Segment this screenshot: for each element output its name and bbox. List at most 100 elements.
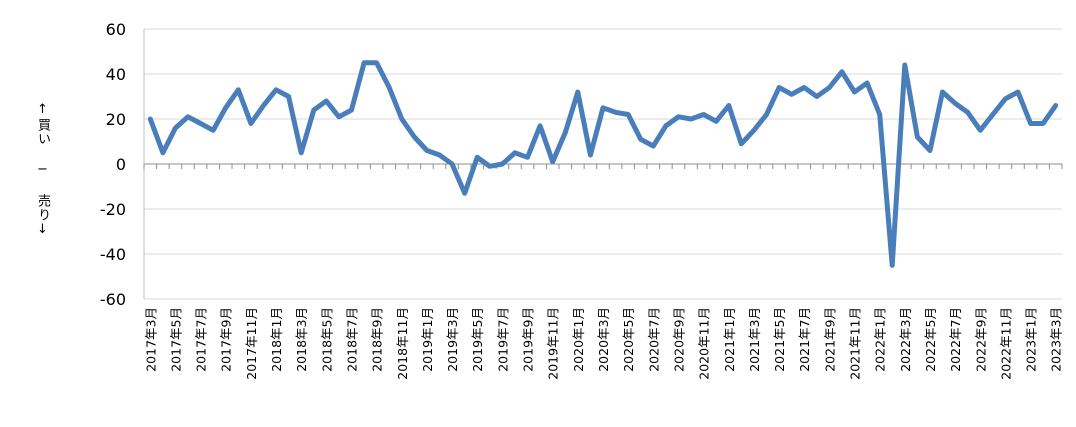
y-tick-label: 40: [106, 65, 126, 84]
data-point: [450, 162, 455, 167]
data-point: [362, 60, 367, 65]
data-point: [626, 112, 631, 117]
x-tick-label: 2018年7月: [344, 307, 359, 372]
x-tick-label: 2021年1月: [722, 307, 737, 372]
x-axis-ticks: 2017年3月 2017年5月 2017年7月 2017年9月 2017年11月 2018…: [143, 307, 1063, 380]
data-point: [173, 126, 178, 131]
x-tick-label: 2017年3月: [143, 307, 158, 372]
data-point: [563, 130, 568, 135]
data-point: [978, 128, 983, 133]
data-point: [186, 114, 191, 119]
x-tick-label: 2019年11月: [546, 307, 561, 380]
data-point: [500, 162, 505, 167]
x-tick-label: 2021年5月: [772, 307, 787, 372]
data-point: [412, 135, 417, 140]
data-point: [349, 108, 354, 113]
data-point: [311, 108, 316, 113]
y-tick-label: -60: [100, 290, 126, 309]
gridlines: [144, 28, 1062, 300]
y-axis-ticks: 60 40 20 0 -20 -40 -60: [100, 20, 126, 309]
data-point: [538, 123, 543, 128]
data-point: [160, 150, 165, 155]
data-point: [487, 164, 492, 169]
data-point: [839, 69, 844, 74]
data-point: [689, 117, 694, 122]
data-point: [588, 153, 593, 158]
data-point: [1028, 121, 1033, 126]
y-axis-label: ↑買い − 売り↓: [35, 102, 50, 238]
data-point: [475, 155, 480, 160]
y-tick-label: 0: [116, 155, 126, 174]
data-point: [865, 81, 870, 86]
x-tick-label: 2017年11月: [244, 307, 259, 380]
x-tick-label: 2022年7月: [948, 307, 963, 372]
x-tick-label: 2019年5月: [470, 307, 485, 372]
x-tick-label: 2020年5月: [621, 307, 636, 372]
x-tick-label: 2018年3月: [294, 307, 309, 372]
data-point: [374, 60, 379, 65]
data-point: [399, 117, 404, 122]
data-point: [676, 114, 681, 119]
data-point: [601, 105, 606, 110]
data-point: [148, 117, 153, 122]
x-tick-label: 2020年3月: [596, 307, 611, 372]
x-tick-label: 2017年9月: [219, 307, 234, 372]
data-point: [525, 155, 530, 160]
x-tick-label: 2021年9月: [822, 307, 837, 372]
x-tick-label: 2018年9月: [370, 307, 385, 372]
data-point: [953, 101, 958, 106]
x-tick-label: 2020年7月: [646, 307, 661, 372]
data-point: [701, 112, 706, 117]
x-tick-label: 2017年5月: [168, 307, 183, 372]
data-point: [437, 153, 442, 158]
data-point: [965, 110, 970, 115]
y-tick-label: 20: [106, 110, 126, 129]
series-line: [147, 60, 1059, 268]
x-tick-label: 2019年3月: [445, 307, 460, 372]
x-tick-label: 2020年9月: [671, 307, 686, 372]
x-tick-label: 2018年1月: [269, 307, 284, 372]
data-point: [513, 150, 518, 155]
data-point: [223, 105, 228, 110]
data-point: [928, 148, 933, 153]
y-tick-label: 60: [106, 20, 126, 39]
x-tick-label: 2022年1月: [873, 307, 888, 372]
data-point: [990, 112, 995, 117]
data-point: [336, 114, 341, 119]
data-point: [827, 85, 832, 90]
data-point: [1041, 121, 1046, 126]
data-point: [248, 121, 253, 126]
x-tick-label: 2022年11月: [998, 307, 1013, 380]
x-tick-label: 2021年11月: [848, 307, 863, 380]
data-point: [714, 119, 719, 124]
data-point: [236, 87, 241, 92]
data-point: [274, 87, 279, 92]
series-line-path: [147, 60, 1059, 268]
x-tick-label: 2022年9月: [973, 307, 988, 372]
data-point: [324, 99, 329, 104]
data-point: [651, 144, 656, 149]
data-point: [789, 92, 794, 97]
data-point: [261, 103, 266, 108]
data-point: [902, 63, 907, 68]
x-tick-label: 2018年5月: [319, 307, 334, 372]
data-point: [638, 137, 643, 142]
x-tick-label: 2022年5月: [923, 307, 938, 372]
data-point: [198, 121, 203, 126]
data-point: [613, 110, 618, 115]
data-point: [814, 94, 819, 99]
x-tick-label: 2020年1月: [571, 307, 586, 372]
data-point: [726, 103, 731, 108]
x-tick-label: 2019年1月: [420, 307, 435, 372]
data-point: [764, 112, 769, 117]
x-axis: [143, 29, 1063, 299]
y-tick-label: -40: [100, 245, 126, 264]
x-tick-label: 2021年3月: [747, 307, 762, 372]
data-point: [550, 159, 555, 164]
data-point: [890, 263, 895, 268]
data-point: [802, 85, 807, 90]
data-point: [387, 85, 392, 90]
data-point: [1003, 96, 1008, 101]
x-tick-label: 2021年7月: [797, 307, 812, 372]
